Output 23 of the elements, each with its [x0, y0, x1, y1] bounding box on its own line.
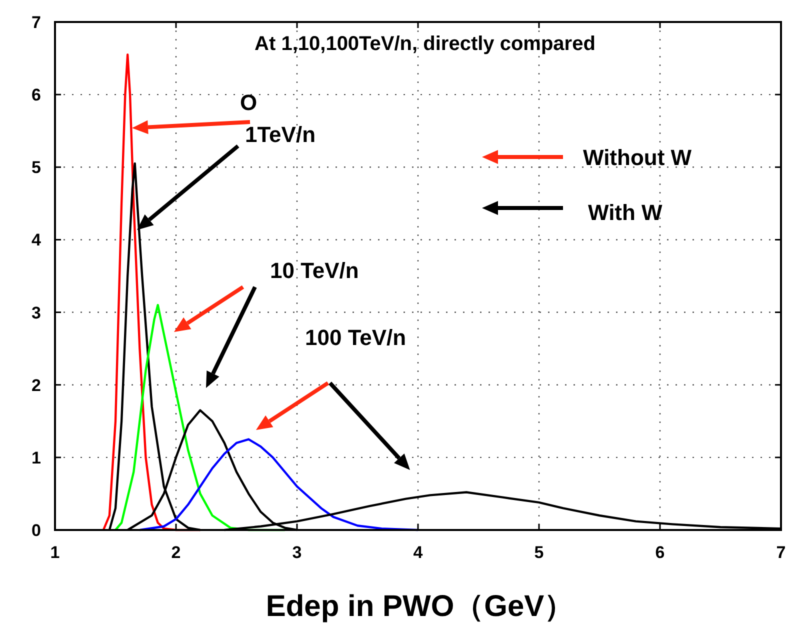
y-tick-label: 0	[32, 521, 41, 540]
y-tick-label: 2	[32, 376, 41, 395]
y-tick-label: 6	[32, 86, 41, 105]
annotation: With W	[588, 200, 663, 225]
annotation: 10 TeV/n	[270, 258, 359, 283]
text: At 1,10,100TeV/n, directly compared	[254, 33, 596, 55]
y-tick-label: 4	[32, 230, 42, 250]
y-tick-label: 7	[32, 13, 41, 32]
x-tick-label: 4	[413, 543, 424, 562]
x-tick-label: 3	[292, 543, 302, 562]
y-tick-label: 1	[32, 448, 41, 468]
x-tick-label: 7	[776, 543, 786, 562]
x-tick-label: 1	[50, 543, 60, 562]
x-axis-title: Edep in PWO（GeV）	[266, 590, 574, 623]
y-tick-label: 3	[32, 303, 41, 322]
annotation: Without W	[583, 145, 692, 170]
x-tick-label: 6	[655, 543, 665, 562]
y-tick-label: 5	[32, 158, 41, 178]
annotation: O	[240, 90, 258, 115]
x-tick-label: 2	[171, 543, 181, 562]
annotation: 1TeV/n	[245, 122, 316, 147]
x-tick-label: 5	[534, 543, 544, 562]
annotation: 100 TeV/n	[305, 325, 406, 350]
